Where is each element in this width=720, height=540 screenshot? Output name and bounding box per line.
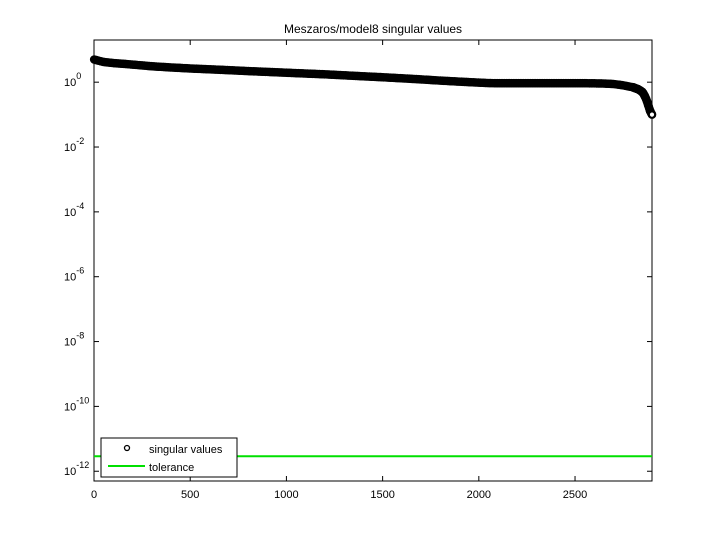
y-tick-label: 100 xyxy=(64,71,81,89)
x-tick-label: 0 xyxy=(91,489,97,501)
y-tick-label: 10-10 xyxy=(64,395,89,413)
legend-box xyxy=(100,437,238,478)
y-tick-label: 10-2 xyxy=(64,136,84,154)
y-tick-label: 10-12 xyxy=(64,460,89,478)
y-tick-label: 10-4 xyxy=(64,201,84,219)
axes-box xyxy=(93,39,653,482)
chart-title: Meszaros/model8 singular values xyxy=(284,22,462,36)
legend-label-singular-values: singular values xyxy=(149,444,223,456)
x-tick-label: 1500 xyxy=(370,489,394,501)
y-tick-label: 10-8 xyxy=(64,331,84,349)
singular-value-point xyxy=(647,110,657,119)
x-tick-label: 2500 xyxy=(563,489,587,501)
plot-area: 0 500 1000 1500 2000 2500 100 10-2 10-4 10-6 10-8 1… xyxy=(64,39,657,501)
y-tick-label: 10-6 xyxy=(64,266,84,284)
legend-label-tolerance: tolerance xyxy=(149,462,194,474)
legend-marker-singular-values xyxy=(123,444,131,452)
singular-values-series xyxy=(89,55,657,119)
x-tick-label: 500 xyxy=(181,489,199,501)
x-tick-label: 1000 xyxy=(274,489,298,501)
x-tick-label: 2000 xyxy=(467,489,491,501)
legend: singular values tolerance xyxy=(100,437,238,478)
